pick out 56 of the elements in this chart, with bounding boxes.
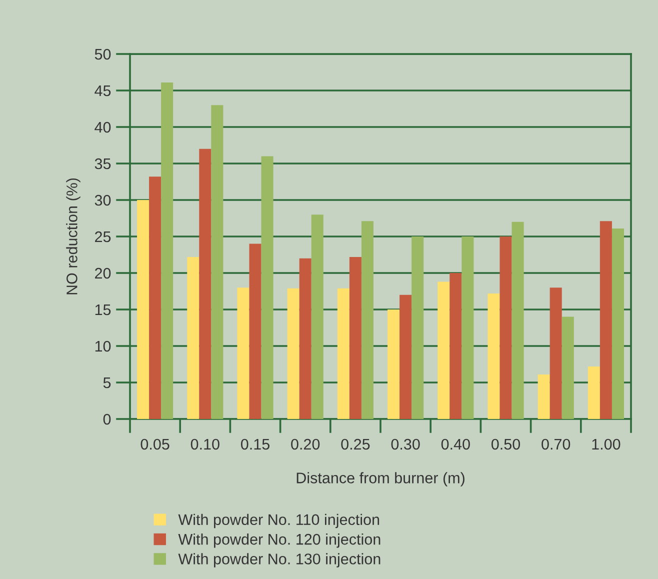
bar bbox=[512, 222, 524, 419]
bar bbox=[361, 221, 374, 419]
x-axis-title: Distance from burner (m) bbox=[296, 472, 464, 486]
x-tick-label: 0.25 bbox=[341, 438, 370, 450]
legend-label: With powder No. 110 injection bbox=[178, 514, 380, 528]
y-tick-label: 45 bbox=[94, 86, 111, 96]
bar bbox=[149, 176, 162, 419]
legend-label: With powder No. 120 injection bbox=[178, 534, 380, 548]
y-axis-title: NO reduction (%) bbox=[66, 178, 80, 294]
bar bbox=[137, 200, 150, 419]
x-tick-label: 0.50 bbox=[491, 438, 520, 450]
x-tick-label: 0.30 bbox=[391, 438, 420, 450]
bar bbox=[161, 82, 174, 419]
y-tick-label: 40 bbox=[94, 122, 111, 133]
bar bbox=[237, 288, 250, 419]
x-tick-label: 0.70 bbox=[542, 438, 570, 450]
bar bbox=[500, 236, 512, 419]
y-tick-label: 35 bbox=[94, 158, 111, 170]
x-tick-label: 0.05 bbox=[140, 438, 170, 450]
bar bbox=[287, 288, 300, 419]
bar bbox=[488, 293, 500, 419]
y-tick-label: 0 bbox=[103, 414, 111, 425]
x-tick-label: 1.00 bbox=[592, 438, 620, 450]
bar bbox=[450, 273, 462, 419]
bar bbox=[562, 316, 574, 419]
x-tick-label: 0.15 bbox=[240, 438, 270, 450]
bar bbox=[299, 258, 312, 419]
bar bbox=[249, 244, 262, 419]
bar bbox=[211, 105, 224, 419]
bar bbox=[462, 236, 474, 419]
bar bbox=[349, 256, 362, 419]
bar bbox=[588, 366, 600, 419]
x-tick-label: 0.20 bbox=[291, 438, 320, 450]
bar bbox=[412, 236, 424, 419]
y-tick-label: 15 bbox=[95, 304, 111, 316]
y-tick-label: 10 bbox=[95, 340, 111, 352]
bar bbox=[438, 282, 450, 419]
bar bbox=[261, 156, 274, 419]
bar bbox=[600, 221, 612, 419]
bar bbox=[337, 288, 350, 419]
y-tick-label: 30 bbox=[94, 194, 111, 206]
bar bbox=[311, 214, 324, 419]
bar bbox=[550, 288, 562, 419]
legend-label: With powder No. 130 injection bbox=[178, 553, 380, 568]
bar bbox=[538, 374, 550, 419]
bar bbox=[187, 256, 200, 419]
y-tick-label: 50 bbox=[94, 48, 111, 60]
y-tick-label: 5 bbox=[103, 378, 111, 388]
bar bbox=[199, 148, 212, 419]
y-tick-label: 20 bbox=[95, 268, 111, 279]
bar bbox=[612, 228, 624, 419]
bar bbox=[388, 310, 400, 419]
bar bbox=[400, 294, 412, 419]
x-tick-label: 0.40 bbox=[441, 438, 470, 450]
x-tick-label: 0.10 bbox=[190, 438, 220, 450]
y-tick-label: 25 bbox=[95, 231, 111, 242]
